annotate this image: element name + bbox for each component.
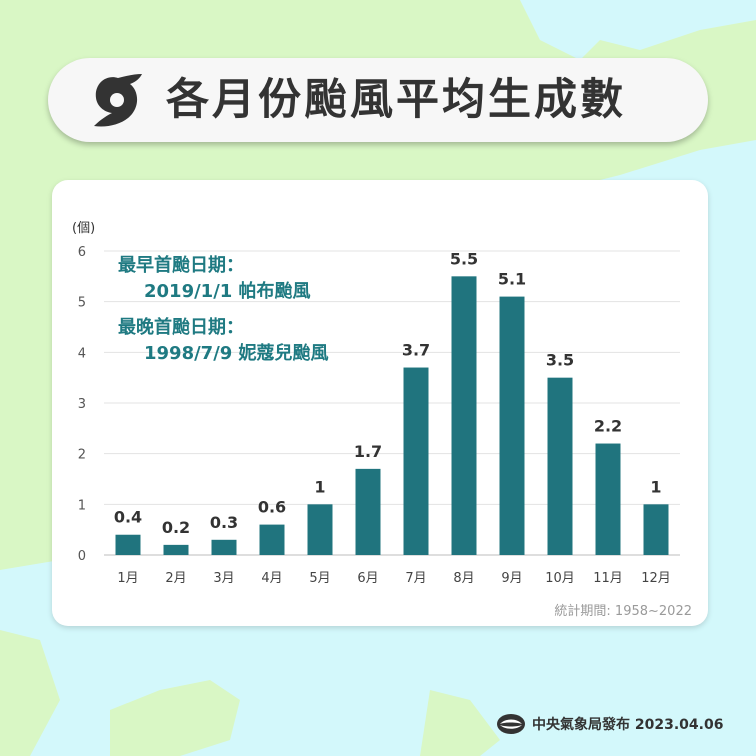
x-tick-label: 6月 bbox=[357, 571, 378, 586]
y-tick-label: 2 bbox=[78, 448, 86, 463]
typhoon-icon bbox=[94, 74, 142, 127]
data-label: 5.1 bbox=[498, 270, 526, 289]
latest-value: 1998/7/9 妮蔻兒颱風 bbox=[144, 343, 329, 364]
bar bbox=[115, 534, 141, 555]
x-tick-label: 10月 bbox=[545, 571, 575, 586]
bar bbox=[307, 504, 333, 555]
page-title: 各月份颱風平均生成數 bbox=[166, 75, 626, 125]
bar bbox=[355, 468, 381, 555]
bar bbox=[163, 544, 189, 555]
bar bbox=[259, 524, 285, 555]
bar bbox=[211, 539, 237, 555]
data-label: 1 bbox=[314, 477, 325, 496]
data-label: 3.7 bbox=[402, 341, 430, 360]
data-label: 2.2 bbox=[594, 417, 622, 436]
data-label: 1.7 bbox=[354, 442, 382, 461]
bar bbox=[547, 377, 573, 555]
earliest-label: 最早首颱日期： bbox=[118, 255, 244, 276]
y-tick-label: 6 bbox=[78, 245, 86, 260]
data-label: 3.5 bbox=[546, 351, 574, 370]
y-tick-label: 3 bbox=[78, 397, 86, 412]
x-tick-label: 2月 bbox=[165, 571, 186, 586]
statistics-period: 統計期間: 1958~2022 bbox=[554, 604, 692, 619]
bar bbox=[451, 276, 477, 555]
footer: 中央氣象局發布 2023.04.06 bbox=[496, 712, 746, 736]
data-label: 0.6 bbox=[258, 498, 286, 517]
bar bbox=[643, 504, 669, 555]
data-label: 0.4 bbox=[114, 508, 142, 527]
x-tick-label: 5月 bbox=[309, 571, 330, 586]
land-islands-south bbox=[0, 630, 60, 756]
land-islands-southeast bbox=[110, 680, 240, 756]
data-label: 5.5 bbox=[450, 249, 478, 268]
x-tick-label: 1月 bbox=[117, 571, 138, 586]
bar bbox=[403, 367, 429, 555]
y-axis-label: (個) bbox=[72, 221, 95, 236]
bar bbox=[499, 296, 525, 555]
x-tick-label: 8月 bbox=[453, 571, 474, 586]
earliest-value: 2019/1/1 帕布颱風 bbox=[144, 281, 311, 302]
y-tick-label: 4 bbox=[78, 346, 86, 361]
x-tick-label: 4月 bbox=[261, 571, 282, 586]
cwb-logo-icon bbox=[497, 714, 525, 734]
data-label: 0.3 bbox=[210, 513, 238, 532]
land-islands-bottom bbox=[420, 690, 500, 756]
x-tick-label: 3月 bbox=[213, 571, 234, 586]
data-label: 0.2 bbox=[162, 518, 190, 537]
latest-label: 最晚首颱日期： bbox=[118, 317, 244, 338]
footer-text: 中央氣象局發布 2023.04.06 bbox=[532, 717, 724, 733]
bar bbox=[595, 443, 621, 555]
data-label: 1 bbox=[650, 477, 661, 496]
bar-chart: (個) 0 1 2 3 4 5 6 0.4 1月 0.2 2月 0.3 3月 0.6 4月 1 5月 1.7 6月 3.… bbox=[72, 221, 680, 586]
y-tick-label: 0 bbox=[78, 549, 86, 564]
x-tick-label: 9月 bbox=[501, 571, 522, 586]
x-tick-label: 7月 bbox=[405, 571, 426, 586]
x-tick-label: 11月 bbox=[593, 571, 623, 586]
y-tick-label: 5 bbox=[78, 296, 86, 311]
x-tick-label: 12月 bbox=[641, 571, 671, 586]
title-banner bbox=[48, 58, 708, 142]
y-tick-label: 1 bbox=[78, 498, 86, 513]
